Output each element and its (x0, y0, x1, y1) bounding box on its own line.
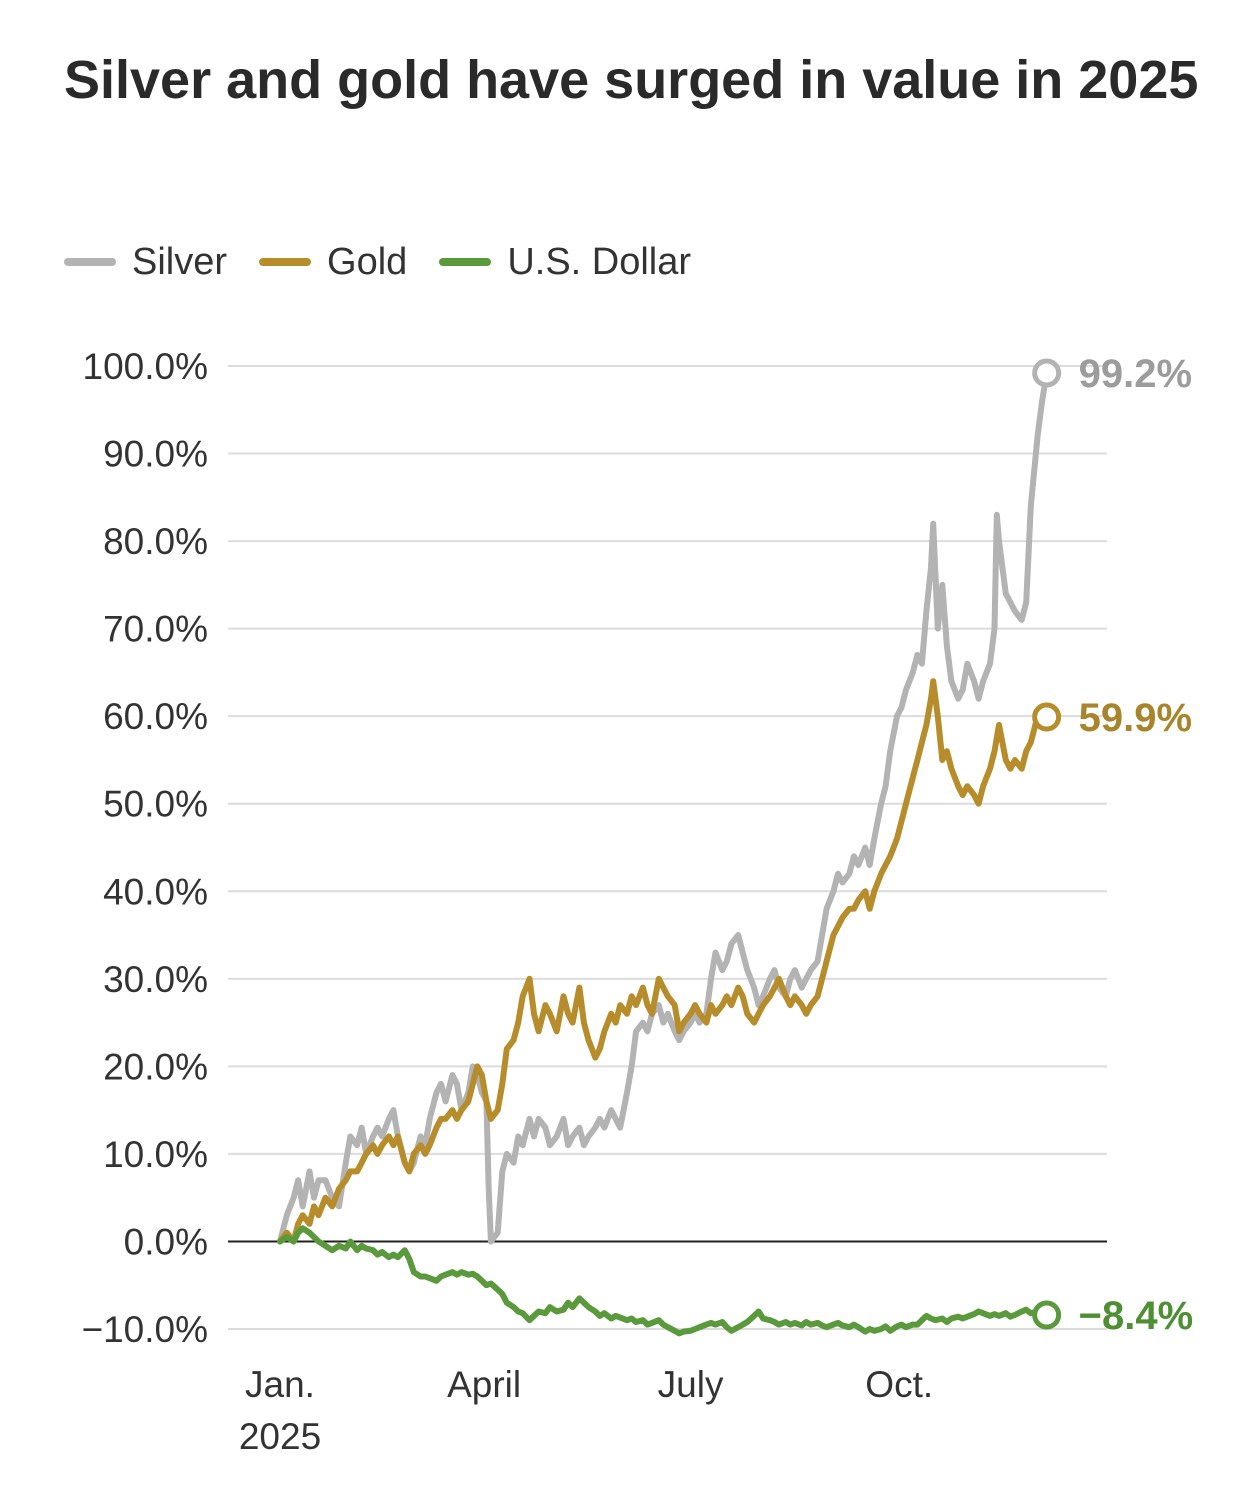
legend-label-us-dollar: U.S. Dollar (507, 240, 692, 283)
end-marker-u-s-dollar (1032, 1300, 1062, 1330)
x-tick-label: Oct. (865, 1364, 933, 1405)
end-label-gold: 59.9% (1079, 696, 1192, 740)
chart-title: Silver and gold have surged in value in … (64, 50, 1199, 110)
x-tick-label: Jan. 2025 (239, 1364, 321, 1457)
y-axis-tick-labels: 100.0% 90.0% 80.0% 70.0% 60.0% 50.0% 40.0% 30.0… (81, 346, 208, 1350)
y-tick-label: 30.0% (103, 959, 208, 1000)
legend-label-gold: Gold (327, 240, 408, 283)
x-axis-tick-labels: Jan. 2025 April July Oct. (239, 1364, 933, 1457)
y-tick-label: 100.0% (83, 346, 209, 387)
end-labels: 99.2% 59.9% −8.4% (1079, 352, 1194, 1338)
y-tick-label: 10.0% (103, 1134, 208, 1175)
x-tick-label: April (447, 1364, 521, 1405)
series-line-silver (277, 370, 1050, 1245)
y-tick-label: 0.0% (124, 1221, 208, 1262)
end-marker-silver (1032, 358, 1062, 388)
y-tick-label: 70.0% (103, 609, 208, 650)
legend-item-silver: Silver (64, 241, 227, 284)
legend-item-gold: Gold (259, 241, 407, 284)
y-tick-label: 90.0% (103, 434, 208, 475)
y-tick-label: 50.0% (103, 784, 208, 825)
end-label-silver: 99.2% (1079, 352, 1192, 396)
y-tick-label: 80.0% (103, 521, 208, 562)
legend-item-us-dollar: U.S. Dollar (439, 241, 691, 284)
chart-legend: Silver Gold U.S. Dollar (64, 238, 723, 286)
legend-label-silver: Silver (132, 240, 228, 283)
series-lines (277, 370, 1050, 1337)
legend-swatch-us-dollar (439, 258, 492, 266)
legend-swatch-gold (259, 258, 312, 266)
x-tick-label: July (658, 1364, 724, 1405)
end-label-u-s-dollar: −8.4% (1079, 1294, 1194, 1338)
series-line-gold (277, 678, 1050, 1245)
y-tick-label: 60.0% (103, 696, 208, 737)
y-tick-label: −10.0% (81, 1309, 208, 1350)
end-markers (1032, 358, 1062, 1330)
y-tick-label: 40.0% (103, 871, 208, 912)
gridlines (228, 365, 1107, 1330)
legend-swatch-silver (64, 258, 116, 266)
y-tick-label: 20.0% (103, 1046, 208, 1087)
series-line-u-s-dollar (277, 1225, 1050, 1337)
end-marker-gold (1032, 702, 1062, 732)
